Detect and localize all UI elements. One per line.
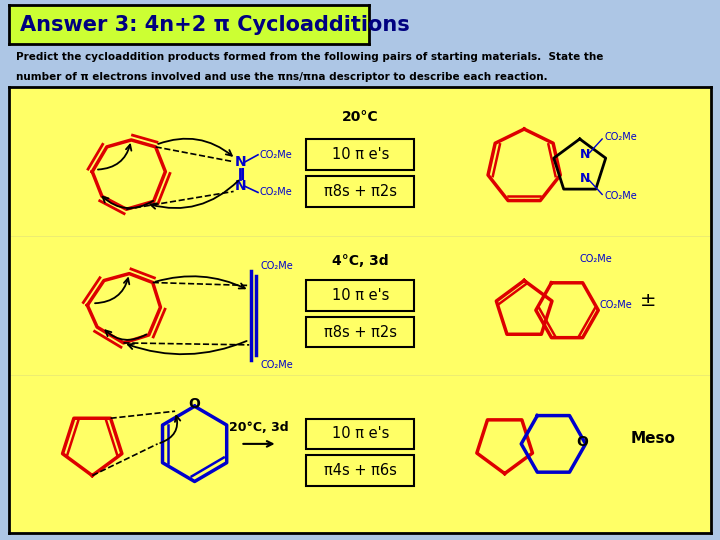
FancyBboxPatch shape bbox=[306, 176, 415, 207]
Text: N: N bbox=[235, 179, 246, 193]
Text: Meso: Meso bbox=[631, 431, 675, 447]
Text: CO₂Me: CO₂Me bbox=[260, 150, 293, 160]
Text: CO₂Me: CO₂Me bbox=[260, 187, 293, 198]
Text: π8s + π2s: π8s + π2s bbox=[324, 184, 397, 199]
Text: CO₂Me: CO₂Me bbox=[580, 254, 613, 264]
Text: 10 π e's: 10 π e's bbox=[332, 288, 389, 303]
Text: number of π electrons involved and use the πns/πna descriptor to describe each r: number of π electrons involved and use t… bbox=[17, 72, 548, 82]
FancyBboxPatch shape bbox=[306, 139, 415, 170]
Text: 10 π e's: 10 π e's bbox=[332, 147, 389, 163]
Text: 4°C, 3d: 4°C, 3d bbox=[332, 254, 389, 268]
Text: O: O bbox=[577, 435, 588, 449]
FancyBboxPatch shape bbox=[306, 316, 415, 347]
Text: CO₂Me: CO₂Me bbox=[604, 132, 637, 142]
Text: N: N bbox=[235, 155, 246, 168]
Text: Predict the cycloaddition products formed from the following pairs of starting m: Predict the cycloaddition products forme… bbox=[17, 52, 604, 62]
Text: π4s + π6s: π4s + π6s bbox=[324, 463, 397, 478]
Text: N: N bbox=[580, 148, 590, 161]
Text: CO₂Me: CO₂Me bbox=[604, 191, 637, 201]
Text: CO₂Me: CO₂Me bbox=[599, 300, 632, 310]
FancyBboxPatch shape bbox=[306, 455, 415, 486]
Text: π8s + π2s: π8s + π2s bbox=[324, 325, 397, 340]
Text: 10 π e's: 10 π e's bbox=[332, 427, 389, 442]
Text: N: N bbox=[580, 172, 590, 185]
FancyBboxPatch shape bbox=[306, 418, 415, 449]
FancyBboxPatch shape bbox=[306, 280, 415, 310]
Text: Answer 3: 4n+2 π Cycloadditions: Answer 3: 4n+2 π Cycloadditions bbox=[20, 15, 410, 35]
Text: CO₂Me: CO₂Me bbox=[261, 261, 294, 271]
Text: 20°C, 3d: 20°C, 3d bbox=[229, 421, 289, 434]
Text: O: O bbox=[189, 397, 201, 411]
Text: ±: ± bbox=[640, 291, 656, 310]
Text: 20°C: 20°C bbox=[342, 110, 379, 124]
Text: CO₂Me: CO₂Me bbox=[261, 360, 294, 370]
